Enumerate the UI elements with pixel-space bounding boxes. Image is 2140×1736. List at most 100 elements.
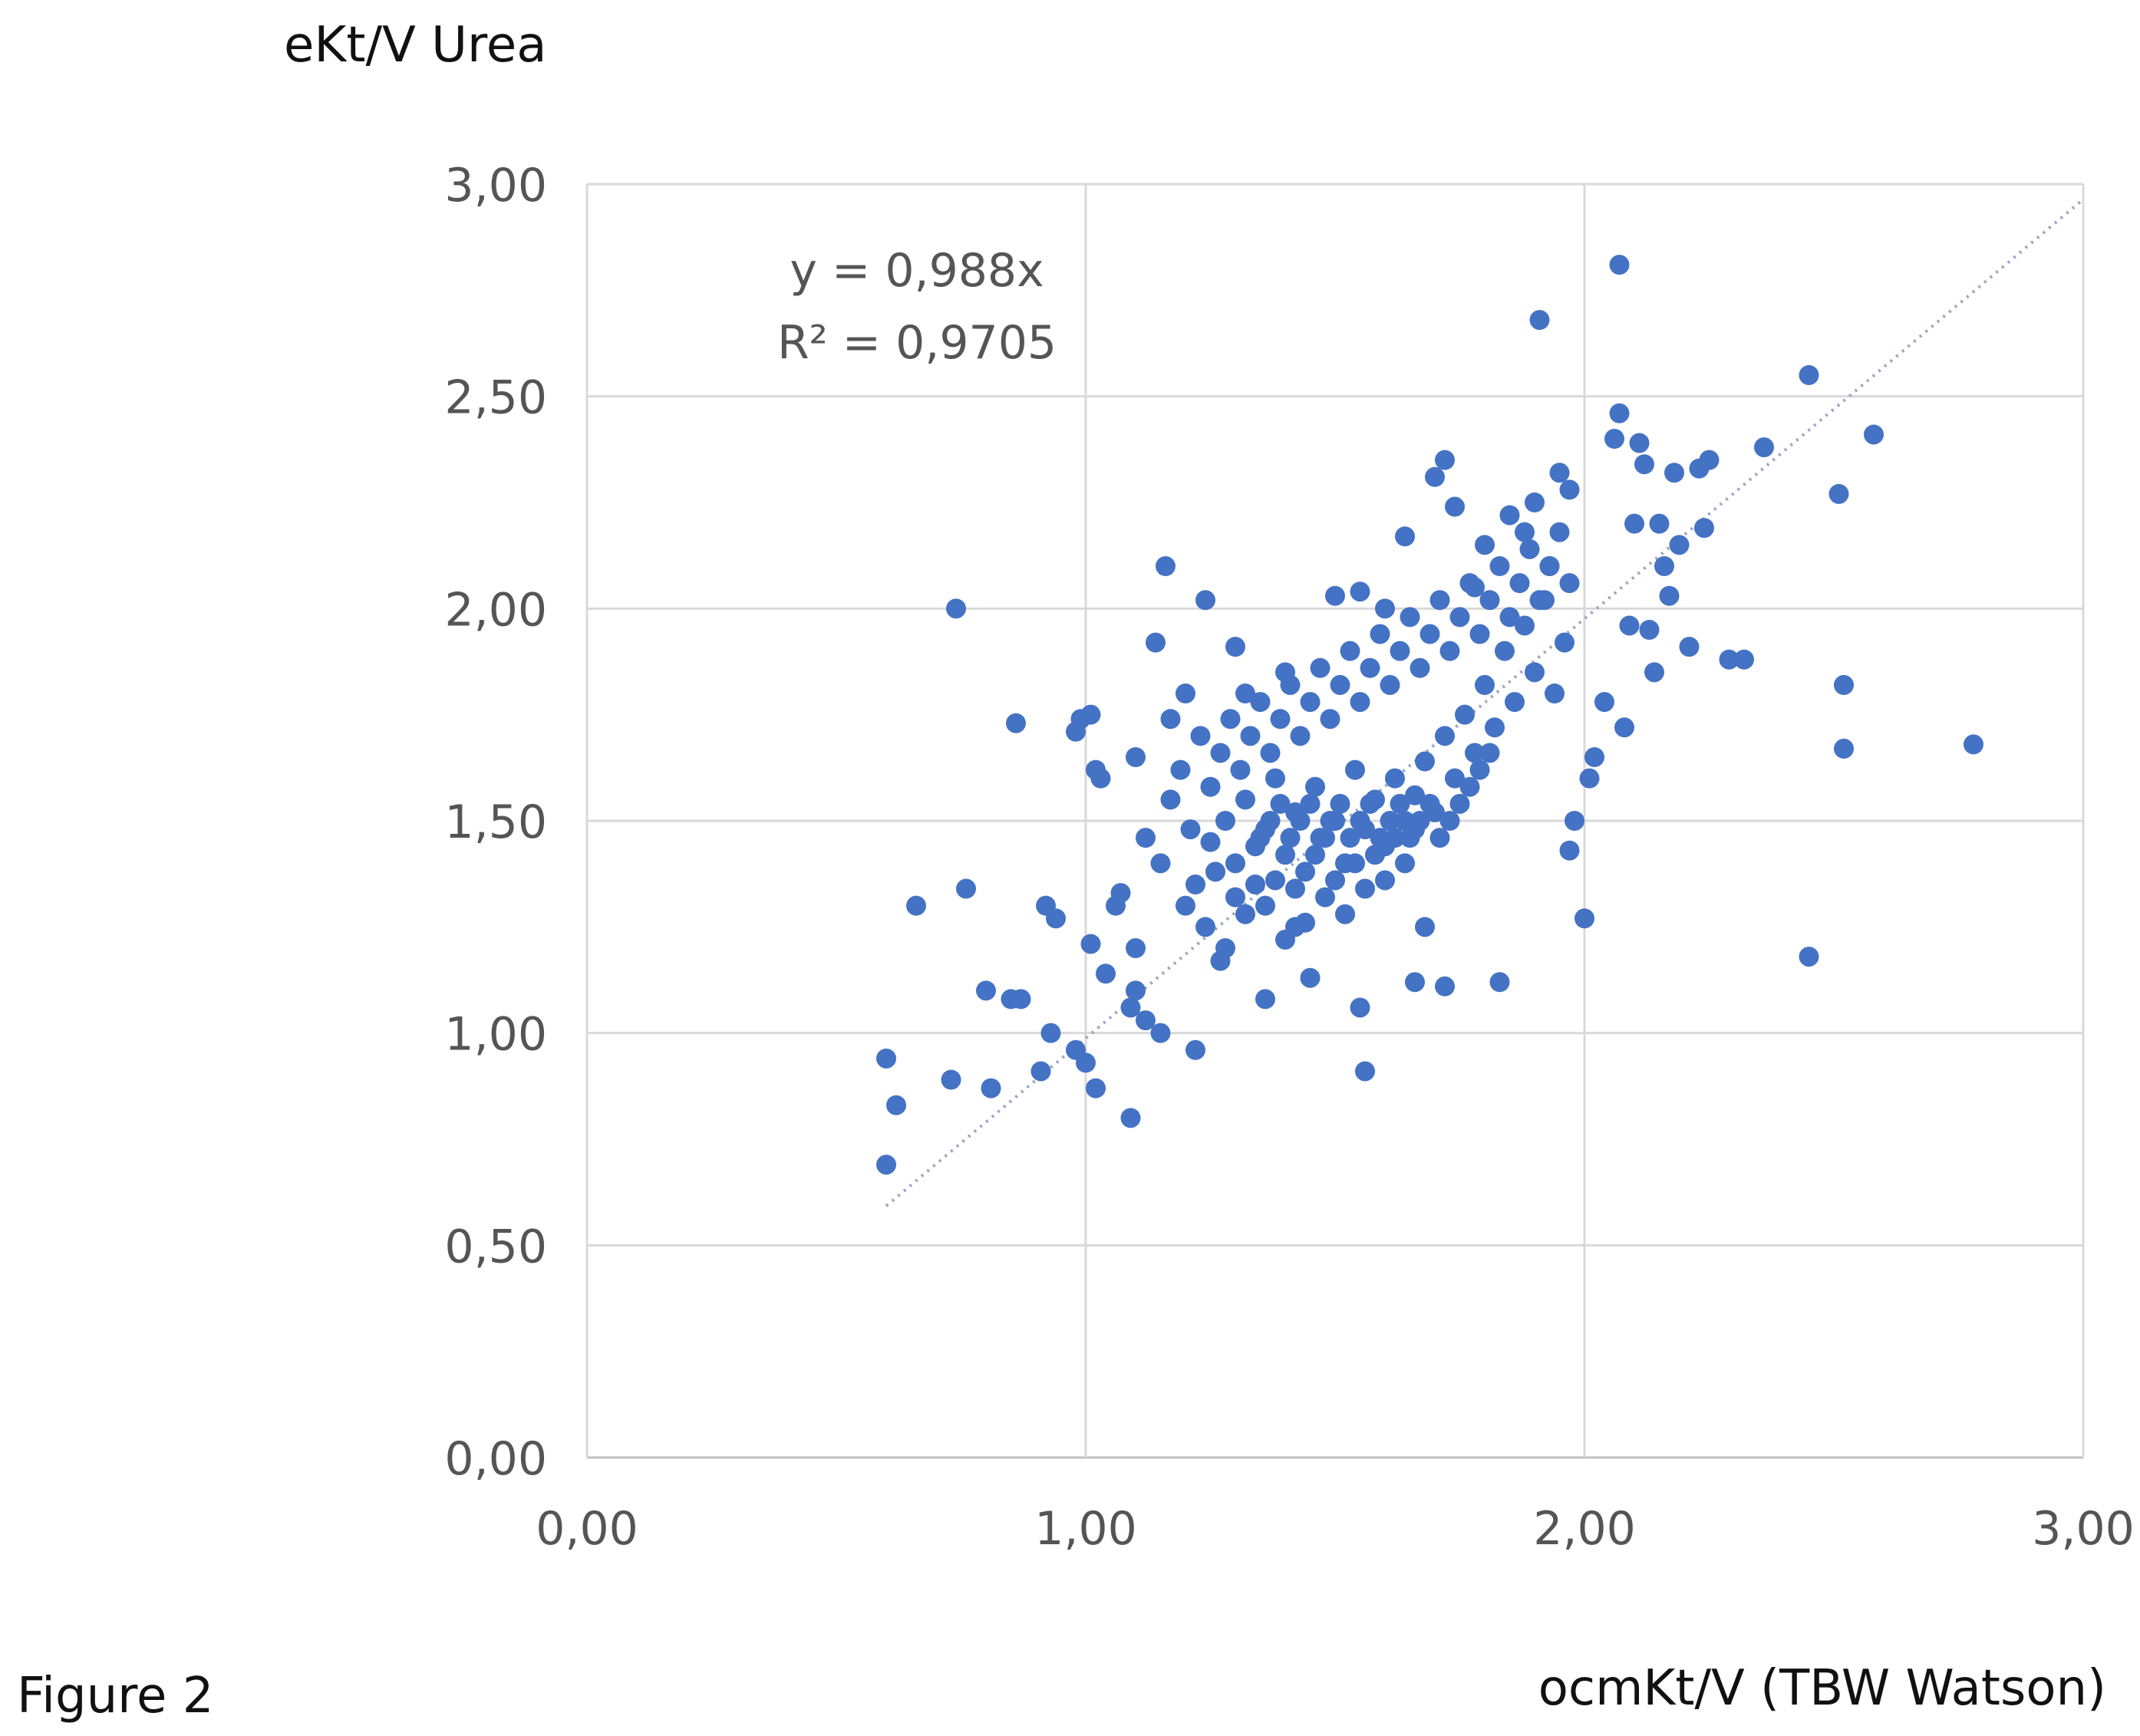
data-point: [1255, 895, 1275, 916]
data-point: [1574, 908, 1594, 929]
data-point: [1400, 828, 1420, 848]
data-point: [1305, 845, 1325, 865]
data-point: [1579, 768, 1600, 789]
data-point: [1509, 573, 1530, 594]
data-point: [1345, 853, 1365, 874]
data-point: [1964, 734, 1983, 755]
data-point: [1265, 870, 1285, 891]
data-point: [1195, 917, 1215, 937]
data-point: [1465, 743, 1485, 763]
y-tick-label: 0,50: [444, 1220, 547, 1273]
data-point: [1120, 1108, 1141, 1128]
data-point: [1754, 437, 1774, 458]
data-point: [1734, 649, 1754, 670]
data-point: [1255, 989, 1275, 1010]
data-point: [1370, 828, 1390, 848]
data-point: [1156, 556, 1176, 576]
x-tick-label: 2,00: [1533, 1502, 1636, 1556]
data-point: [1235, 684, 1255, 703]
data-point: [1350, 581, 1370, 602]
data-point: [1629, 433, 1650, 453]
data-point: [1549, 463, 1570, 483]
data-point: [956, 878, 976, 899]
data-point: [1435, 976, 1455, 996]
data-point: [1146, 632, 1166, 653]
data-point: [1649, 513, 1670, 534]
x-tick-label: 3,00: [2032, 1502, 2135, 1556]
data-point: [1320, 811, 1340, 831]
data-point: [1499, 505, 1520, 525]
data-point: [1120, 997, 1141, 1018]
data-point: [1415, 917, 1435, 937]
data-point: [1459, 776, 1480, 797]
data-point: [1654, 556, 1674, 576]
data-point: [1410, 811, 1430, 831]
data-point: [1265, 768, 1285, 789]
data-point: [1549, 522, 1570, 542]
data-point: [1634, 454, 1654, 475]
data-point: [941, 1069, 961, 1090]
data-point: [1834, 674, 1854, 695]
data-point: [1330, 793, 1350, 814]
data-point: [1030, 1061, 1051, 1082]
data-point: [1235, 789, 1255, 810]
data-point: [876, 1048, 896, 1069]
data-point: [1110, 883, 1131, 904]
data-point: [1185, 875, 1205, 894]
data-point: [1594, 692, 1614, 713]
x-tick-label: 1,00: [1034, 1502, 1137, 1556]
data-point: [1834, 738, 1854, 759]
y-tick-label: 2,00: [444, 583, 547, 637]
data-point: [1395, 526, 1415, 547]
y-tick-labels: 0,00 0,50 1,00 1,50 2,00 2,50 3,00: [444, 159, 547, 1486]
data-point: [1185, 1039, 1205, 1060]
data-point: [1435, 726, 1455, 746]
data-point: [1180, 819, 1201, 840]
data-point: [1519, 539, 1540, 559]
data-point: [1545, 684, 1565, 703]
data-point: [1604, 429, 1624, 449]
data-point: [1385, 768, 1405, 789]
data-point: [1295, 912, 1315, 933]
data-point: [1260, 743, 1281, 763]
data-point: [1515, 522, 1535, 542]
data-point: [1435, 450, 1455, 470]
data-point: [1350, 692, 1370, 713]
data-point: [1469, 624, 1490, 644]
data-point: [1150, 853, 1171, 874]
data-point: [1200, 776, 1221, 797]
data-point: [1415, 751, 1435, 772]
data-point: [1375, 598, 1395, 619]
data-point: [1190, 726, 1211, 746]
data-point: [1300, 967, 1321, 988]
data-point: [1380, 811, 1400, 831]
data-point: [1330, 674, 1350, 695]
data-point: [1260, 811, 1281, 831]
data-point: [1160, 709, 1181, 730]
data-point: [1170, 759, 1191, 780]
data-point: [1644, 662, 1664, 683]
data-point: [1694, 518, 1714, 539]
data-point: [1046, 908, 1066, 929]
data-point: [1250, 692, 1271, 713]
data-point: [1499, 607, 1520, 628]
data-point: [1539, 556, 1560, 576]
data-point: [1449, 607, 1470, 628]
data-point: [1176, 684, 1195, 703]
data-point: [1350, 997, 1370, 1018]
data-point: [1220, 709, 1241, 730]
data-point: [1136, 1010, 1156, 1031]
data-point: [1176, 895, 1195, 916]
data-point: [1584, 747, 1604, 767]
data-point: [1485, 717, 1505, 738]
data-point: [1280, 828, 1301, 848]
data-point: [1405, 972, 1425, 993]
data-point: [1320, 709, 1340, 730]
data-point: [1469, 759, 1490, 780]
data-point: [1664, 463, 1684, 483]
data-point: [1011, 989, 1031, 1010]
data-point: [1828, 483, 1849, 504]
data-point: [1225, 637, 1245, 657]
data-point: [1300, 692, 1321, 713]
data-point: [1360, 657, 1380, 678]
